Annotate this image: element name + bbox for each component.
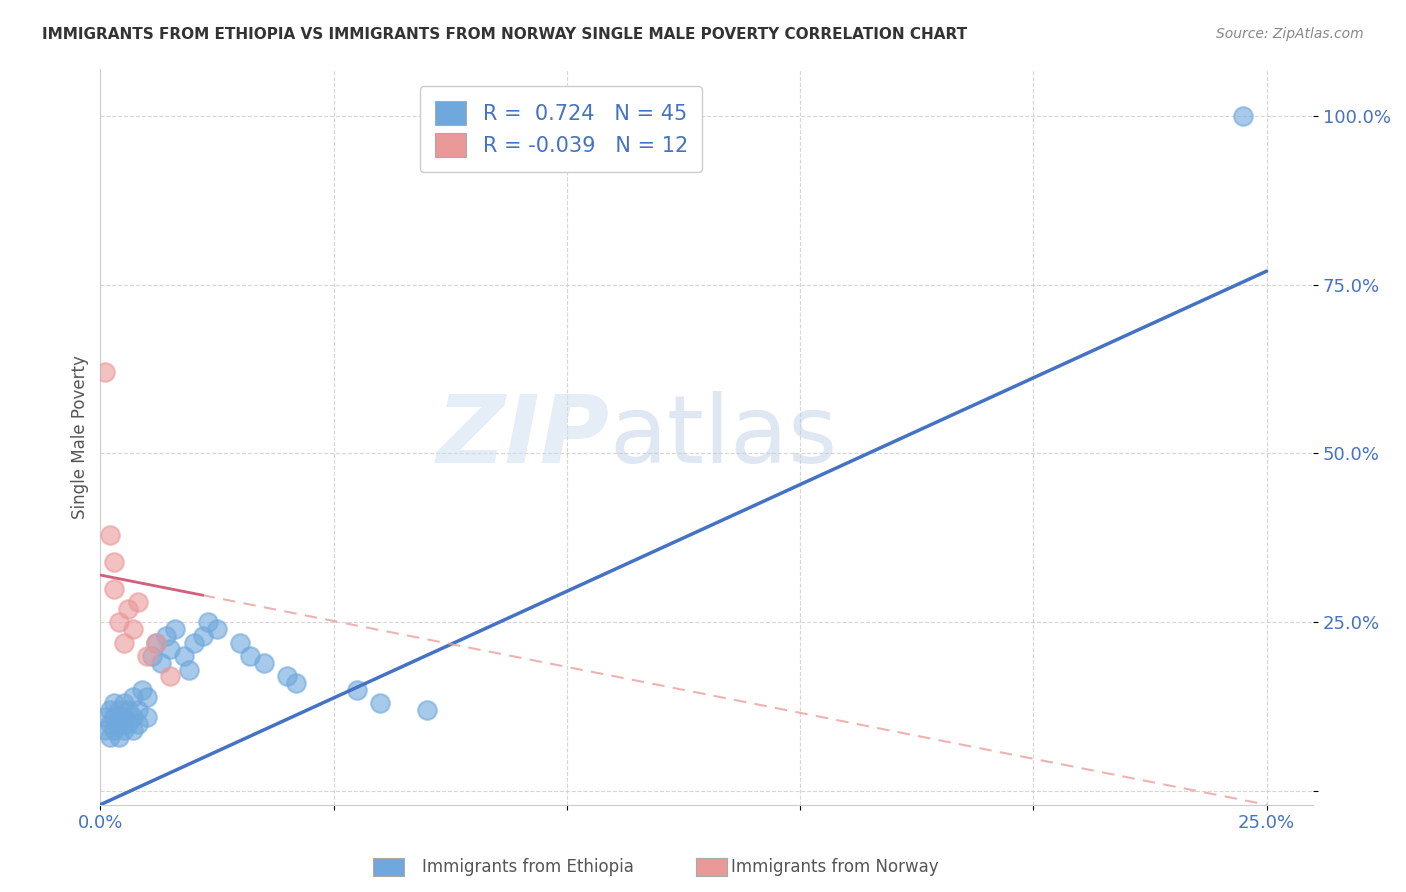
Point	[108, 703, 131, 717]
Point	[285, 676, 308, 690]
Point	[127, 595, 149, 609]
Point	[108, 716, 131, 731]
Text: IMMIGRANTS FROM ETHIOPIA VS IMMIGRANTS FROM NORWAY SINGLE MALE POVERTY CORRELATI: IMMIGRANTS FROM ETHIOPIA VS IMMIGRANTS F…	[42, 27, 967, 42]
Point	[150, 656, 173, 670]
Text: ZIP: ZIP	[437, 391, 610, 483]
Point	[131, 682, 153, 697]
Point	[155, 629, 177, 643]
Point	[183, 635, 205, 649]
Point	[103, 710, 125, 724]
Point	[108, 730, 131, 744]
Point	[276, 669, 298, 683]
Point	[98, 527, 121, 541]
Point	[103, 723, 125, 738]
Point	[117, 716, 139, 731]
Point	[112, 635, 135, 649]
Point	[103, 697, 125, 711]
Point	[117, 703, 139, 717]
Point	[98, 716, 121, 731]
Point	[177, 663, 200, 677]
Point	[127, 716, 149, 731]
Point	[136, 710, 159, 724]
Point	[229, 635, 252, 649]
Legend: R =  0.724   N = 45, R = -0.039   N = 12: R = 0.724 N = 45, R = -0.039 N = 12	[420, 87, 703, 172]
Point	[416, 703, 439, 717]
Point	[117, 602, 139, 616]
Point	[127, 703, 149, 717]
Point	[98, 730, 121, 744]
Text: Immigrants from Ethiopia: Immigrants from Ethiopia	[422, 858, 634, 876]
Point	[163, 622, 186, 636]
Point	[136, 649, 159, 664]
Point	[197, 615, 219, 630]
Point	[122, 690, 145, 704]
Point	[136, 690, 159, 704]
Point	[94, 366, 117, 380]
Point	[94, 710, 117, 724]
Point	[112, 723, 135, 738]
Point	[98, 703, 121, 717]
Point	[122, 723, 145, 738]
Point	[145, 635, 167, 649]
Point	[122, 622, 145, 636]
Point	[112, 710, 135, 724]
Y-axis label: Single Male Poverty: Single Male Poverty	[72, 355, 89, 518]
Point	[103, 582, 125, 596]
Text: Source: ZipAtlas.com: Source: ZipAtlas.com	[1216, 27, 1364, 41]
Point	[108, 615, 131, 630]
Point	[239, 649, 262, 664]
Text: atlas: atlas	[610, 391, 838, 483]
Point	[159, 642, 181, 657]
Point	[94, 723, 117, 738]
Point	[191, 629, 214, 643]
Point	[253, 656, 276, 670]
Point	[122, 710, 145, 724]
Point	[173, 649, 195, 664]
Point	[145, 635, 167, 649]
Point	[103, 555, 125, 569]
Point	[159, 669, 181, 683]
Point	[205, 622, 228, 636]
Point	[368, 697, 391, 711]
Point	[141, 649, 163, 664]
Point	[1232, 109, 1254, 123]
Text: Immigrants from Norway: Immigrants from Norway	[731, 858, 939, 876]
Point	[112, 697, 135, 711]
Point	[346, 682, 368, 697]
